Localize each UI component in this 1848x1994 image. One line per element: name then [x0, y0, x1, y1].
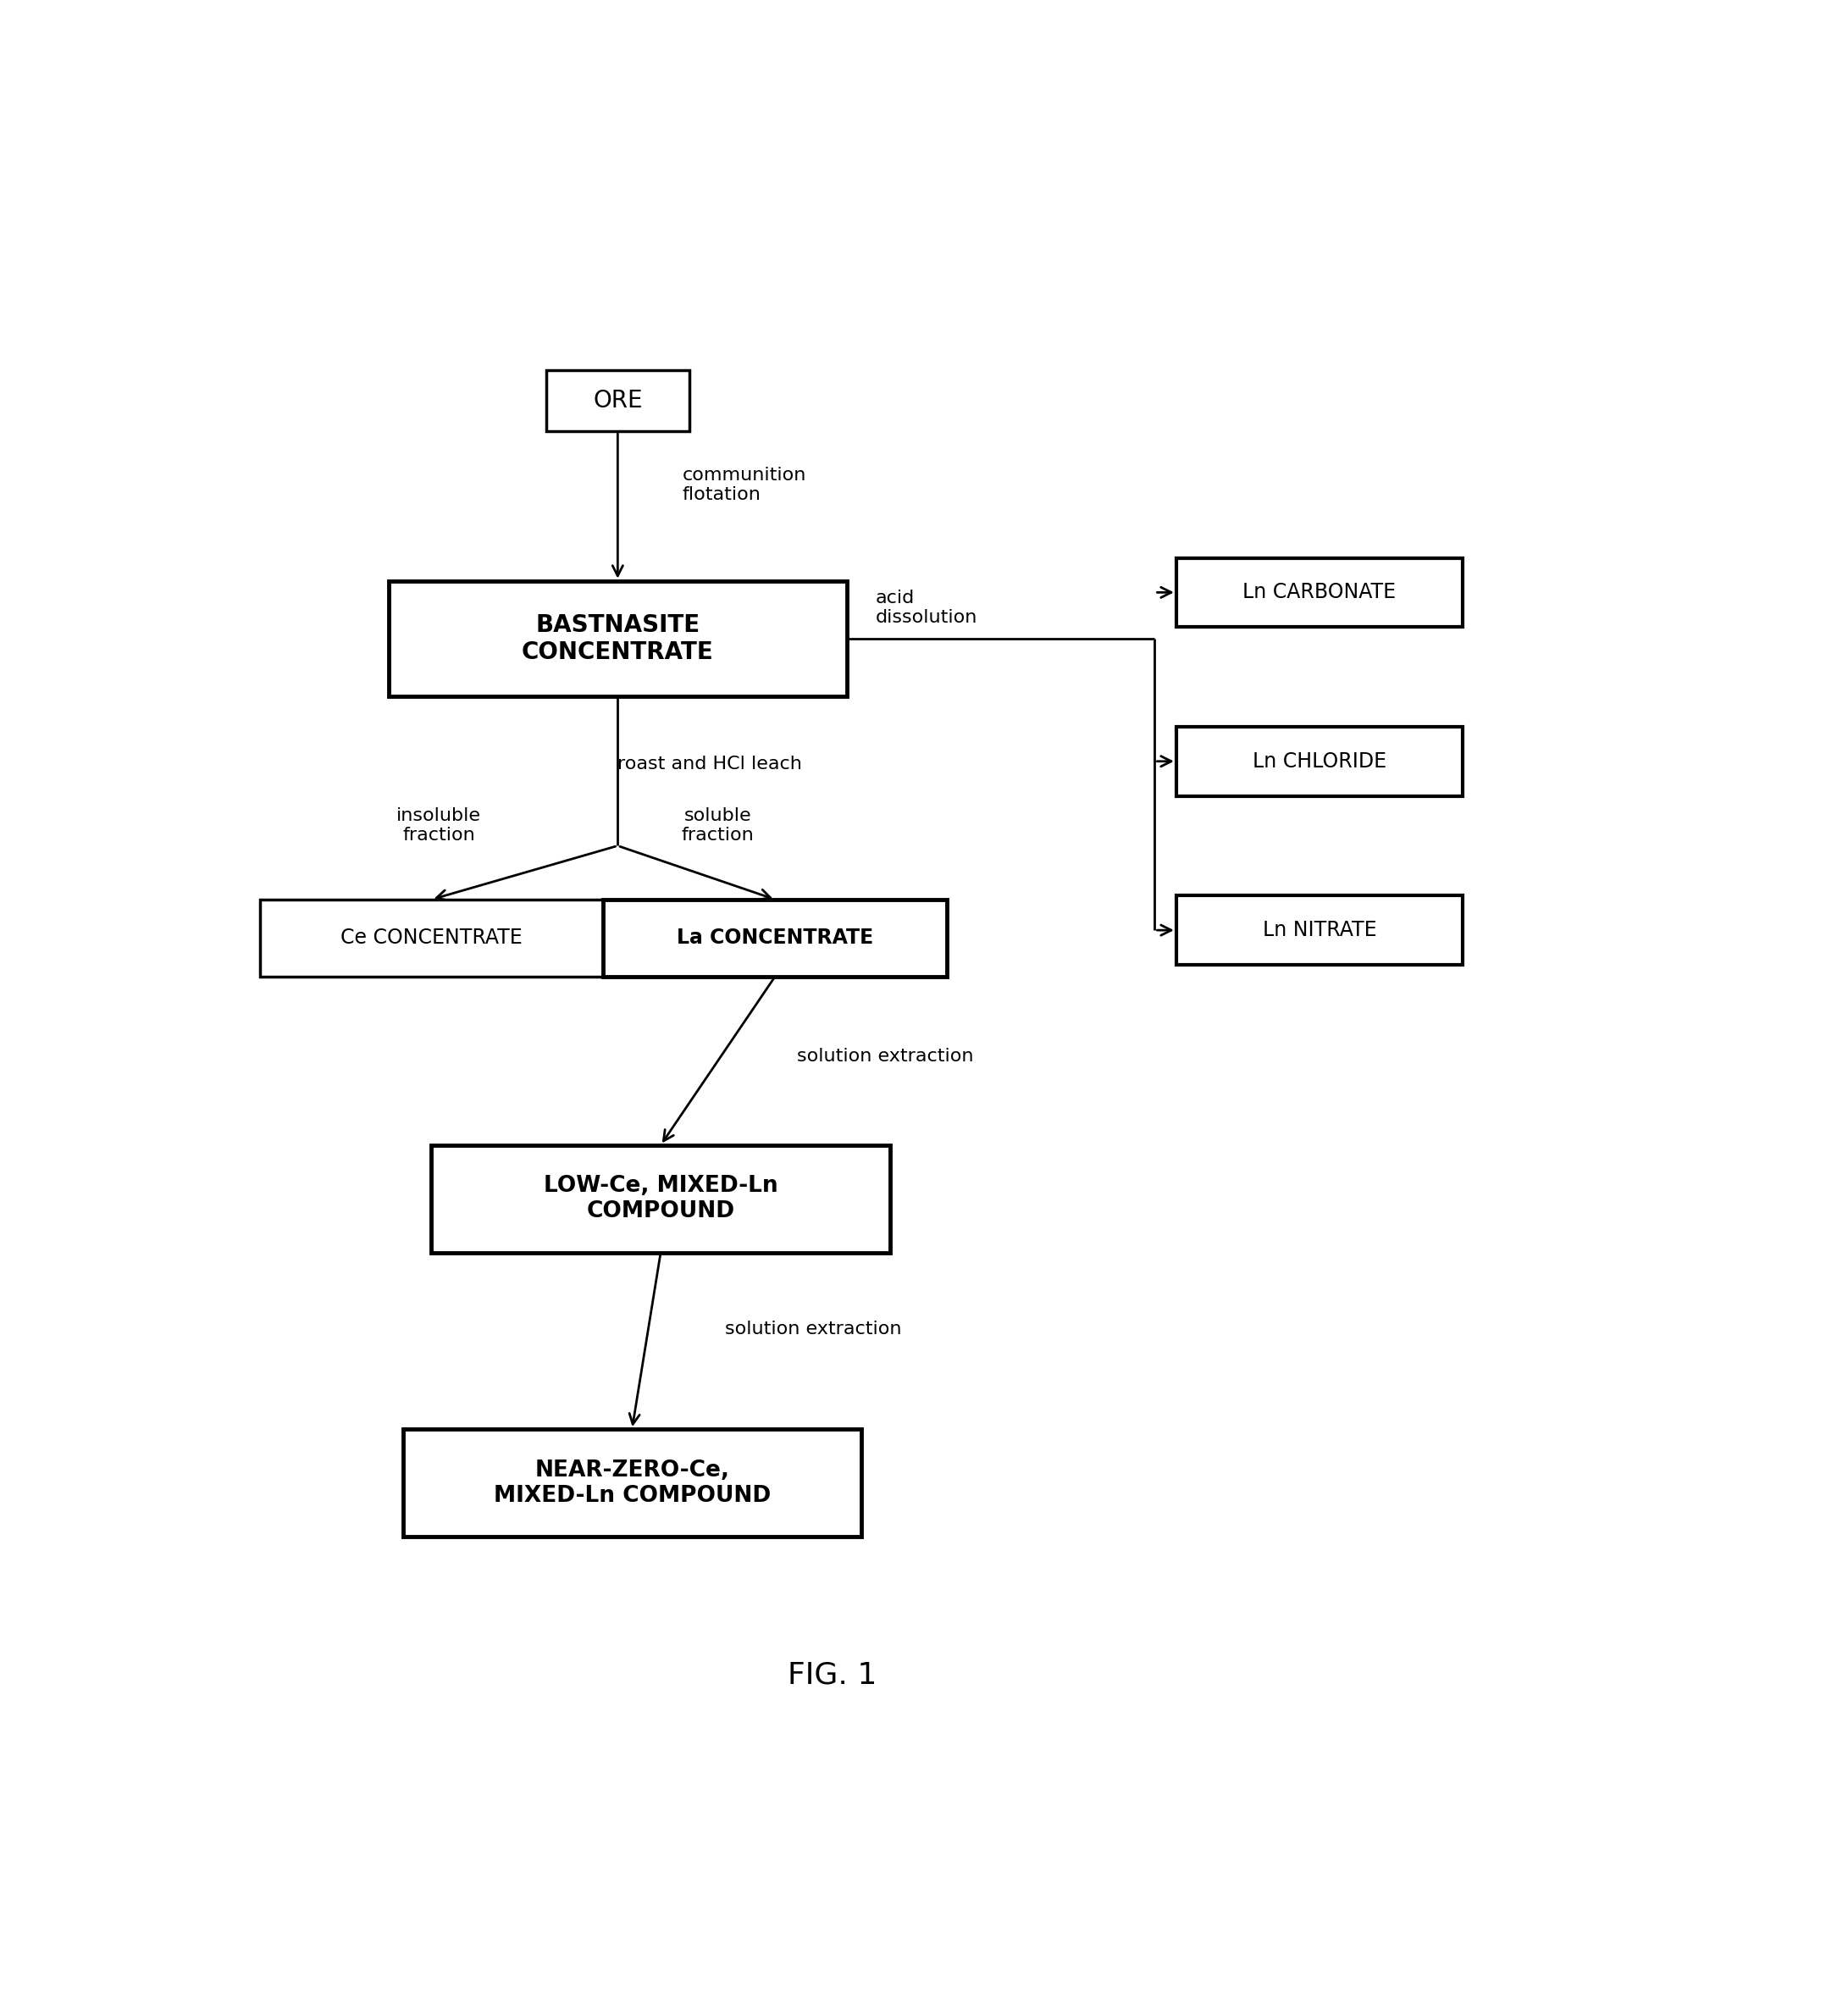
Text: insoluble
fraction: insoluble fraction — [395, 808, 480, 843]
FancyBboxPatch shape — [388, 580, 846, 696]
FancyBboxPatch shape — [547, 369, 689, 431]
Text: BASTNASITE
CONCENTRATE: BASTNASITE CONCENTRATE — [521, 612, 713, 664]
Text: Ln CARBONATE: Ln CARBONATE — [1242, 582, 1397, 602]
FancyBboxPatch shape — [1177, 558, 1464, 626]
Text: soluble
fraction: soluble fraction — [682, 808, 754, 843]
Text: Ln NITRATE: Ln NITRATE — [1262, 919, 1377, 941]
Text: solution extraction: solution extraction — [796, 1047, 974, 1065]
FancyBboxPatch shape — [1177, 726, 1464, 796]
Text: FIG. 1: FIG. 1 — [787, 1661, 878, 1689]
Text: NEAR-ZERO-Ce,
MIXED-Ln COMPOUND: NEAR-ZERO-Ce, MIXED-Ln COMPOUND — [493, 1460, 771, 1507]
Text: roast and HCl leach: roast and HCl leach — [617, 756, 802, 774]
Text: communition
flotation: communition flotation — [682, 467, 806, 502]
FancyBboxPatch shape — [403, 1430, 861, 1537]
Text: ORE: ORE — [593, 389, 643, 413]
Text: Ce CONCENTRATE: Ce CONCENTRATE — [340, 927, 523, 947]
Text: solution extraction: solution extraction — [724, 1320, 902, 1338]
Text: LOW-Ce, MIXED-Ln
COMPOUND: LOW-Ce, MIXED-Ln COMPOUND — [543, 1174, 778, 1222]
Text: La CONCENTRATE: La CONCENTRATE — [676, 927, 874, 947]
Text: Ln CHLORIDE: Ln CHLORIDE — [1253, 752, 1386, 772]
FancyBboxPatch shape — [431, 1145, 889, 1252]
FancyBboxPatch shape — [602, 899, 948, 977]
FancyBboxPatch shape — [259, 899, 602, 977]
FancyBboxPatch shape — [1177, 895, 1464, 965]
Text: acid
dissolution: acid dissolution — [876, 590, 978, 626]
